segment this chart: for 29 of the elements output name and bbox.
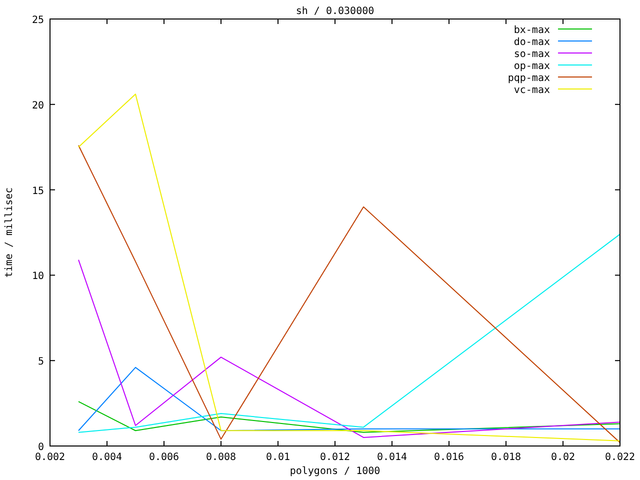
y-axis-title: time / millisec [4,187,15,278]
line-series [78,401,620,433]
legend-label: do-max [514,37,550,48]
legend-label: bx-max [514,25,550,36]
legend-label: pqp-max [508,73,550,84]
legend-label: vc-max [514,85,550,96]
x-tick-label: 0.016 [434,452,464,463]
y-tick-label: 15 [32,186,44,197]
x-tick-label: 0.01 [266,452,290,463]
x-tick-label: 0.014 [376,452,408,463]
y-tick-label: 10 [32,271,44,282]
y-tick-label: 5 [38,356,44,368]
x-tick-label: 0.002 [34,452,66,463]
x-tick-label: 0.012 [320,452,350,463]
legend-label: so-max [514,49,550,60]
line-series [78,94,620,442]
line-series [78,144,620,444]
x-tick-label: 0.02 [550,452,576,463]
legend-label: op-max [514,61,550,72]
x-tick-label: 0.006 [148,452,180,463]
x-tick-label: 0.022 [604,452,636,463]
chart-title: sh / 0.030000 [296,6,374,17]
y-tick-label: 20 [32,100,44,112]
x-tick-label: 0.004 [92,452,122,463]
x-axis-title: polygons / 1000 [290,466,380,477]
y-tick-label: 0 [38,442,44,453]
y-tick-label: 25 [32,15,44,26]
x-tick-label: 0.018 [490,452,522,463]
x-tick-label: 0.008 [206,452,236,463]
